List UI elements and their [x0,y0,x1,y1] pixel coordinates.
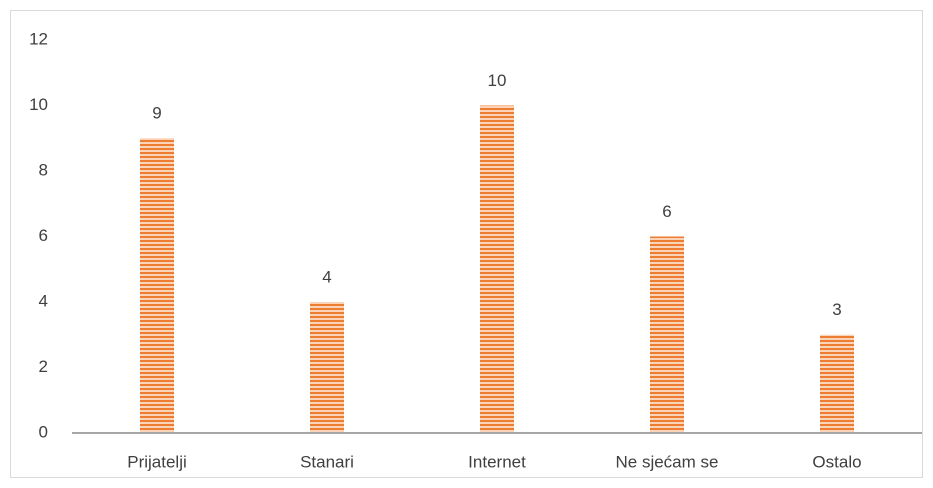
y-tick-label: 8 [39,160,48,179]
y-tick-label: 12 [29,29,48,48]
data-label: 6 [662,202,671,221]
data-label: 4 [322,267,331,286]
bar [140,138,174,433]
bar [480,105,514,433]
bar [310,302,344,433]
x-tick-label: Stanari [300,452,354,471]
bar [820,334,854,433]
y-tick-label: 4 [39,291,48,310]
y-tick-label: 6 [39,226,48,245]
y-tick-label: 0 [39,422,48,441]
y-tick-label: 2 [39,357,48,376]
data-label: 3 [832,300,841,319]
bar [650,236,684,433]
x-tick-label: Prijatelji [127,452,187,471]
data-label: 9 [152,104,161,123]
data-label: 10 [488,71,507,90]
y-tick-label: 10 [29,95,48,114]
x-tick-label: Ostalo [812,452,861,471]
x-tick-label: Internet [468,452,526,471]
x-tick-label: Ne sjećam se [616,452,719,471]
